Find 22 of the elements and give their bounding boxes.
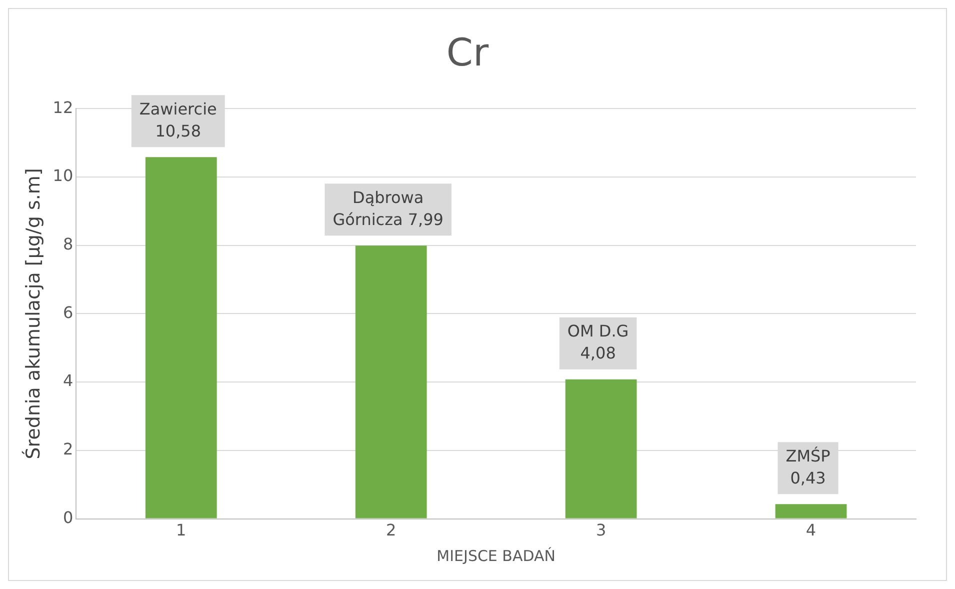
y-tick-label: 0 [62, 508, 74, 527]
y-tick-label: 6 [62, 302, 74, 322]
y-axis-title: Średnia akumulacja [µg/g s.m] [21, 168, 44, 460]
chart-title: Cr [446, 30, 489, 75]
data-label: OM D.G 4,08 [567, 321, 629, 362]
x-tick-label: 1 [176, 520, 186, 540]
bar [565, 379, 637, 518]
y-tick-label: 4 [62, 371, 74, 390]
data-label: Dąbrowa Górnicza 7,99 [332, 188, 444, 229]
bar [775, 504, 847, 518]
x-axis-title: MIEJSCE BADAŃ [436, 546, 556, 565]
bar [145, 157, 217, 518]
y-tick-label: 12 [52, 98, 74, 117]
x-tick-label: 3 [596, 520, 606, 540]
y-tick-label: 2 [62, 440, 74, 459]
x-tick-label: 4 [806, 520, 816, 540]
bar [355, 246, 427, 518]
x-tick-label: 2 [386, 520, 396, 540]
data-label: Zawiercie 10,58 [139, 99, 217, 140]
y-tick-label: 10 [52, 166, 74, 186]
data-label: ZMŚP 0,43 [786, 446, 831, 488]
y-tick-label: 8 [62, 234, 74, 254]
